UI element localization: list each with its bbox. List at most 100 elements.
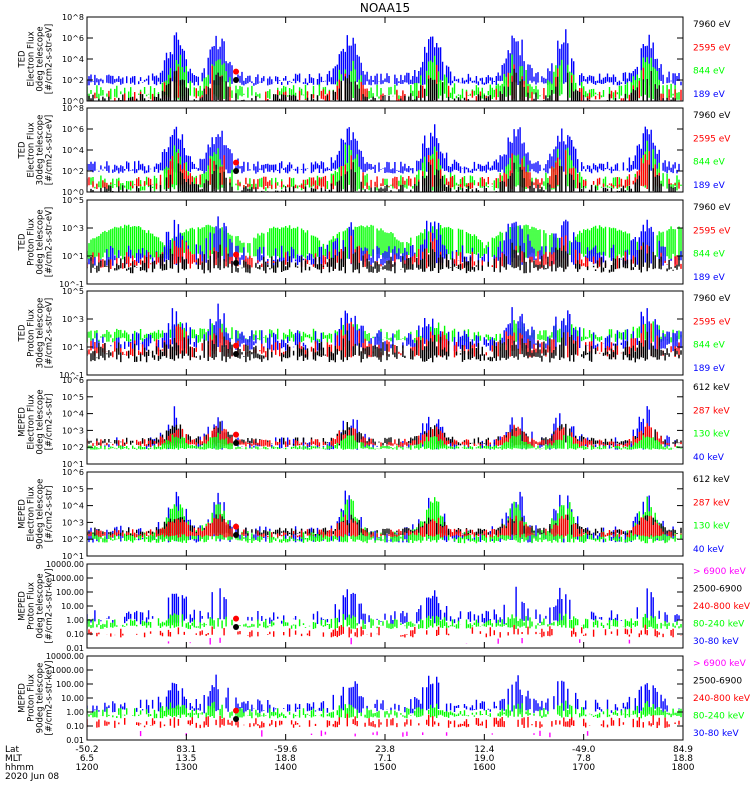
series-red-path: [87, 624, 682, 638]
legend-item: 2595 eV: [693, 134, 731, 144]
ylabel-line: 90deg telescope: [36, 479, 46, 550]
legend-item: 189 eV: [693, 364, 726, 374]
ytick-label: 0.01: [66, 644, 84, 653]
panel-7: 0.010.101.0010.00100.001000.0010000.00ME…: [18, 560, 750, 653]
pass-marker-black: [233, 532, 240, 538]
ytick-label: 10^0: [62, 97, 84, 106]
ytick-label: 10^4: [62, 502, 84, 511]
pass-marker-black: [233, 77, 240, 83]
panel-4-data: [87, 303, 682, 363]
footer-value: 12.4: [474, 745, 494, 755]
legend-item: 40 keV: [693, 453, 725, 463]
pass-marker-red: [233, 342, 240, 349]
legend-item: 189 eV: [693, 273, 726, 283]
pass-marker-red: [233, 707, 240, 714]
series-green-path: [87, 613, 682, 630]
pass-marker-black: [233, 168, 240, 174]
legend-item: 240-800 keV: [693, 602, 750, 612]
ylabel-line: 30deg telescope: [36, 115, 46, 186]
panel-3-data: [87, 216, 682, 274]
ylabel-line: 0deg telescope: [36, 389, 46, 454]
footer-date: 2020 Jun 08: [5, 772, 59, 782]
ytick-label: 10^1: [62, 252, 84, 261]
series-red: [87, 624, 682, 638]
footer-value: 18.8: [673, 754, 693, 764]
pass-marker-red: [233, 159, 240, 166]
legend-item: 612 keV: [693, 475, 730, 485]
pass-marker-red: [233, 251, 240, 258]
ytick-label: 10^5: [62, 485, 84, 494]
ytick-label: 10000.00: [46, 560, 84, 569]
series-black-path: [87, 330, 682, 363]
ytick-label: 10^5: [62, 287, 84, 296]
ytick-label: 10^6: [62, 34, 84, 43]
panel-5-ylabel: MEPED Electron Flux 0deg telescope [#/cm2-s…: [18, 389, 55, 454]
legend-item: 844 eV: [693, 341, 726, 351]
footer-row-label: MLT: [5, 754, 23, 764]
ytick-label: 10^5: [62, 196, 84, 205]
footer-value: 7.1: [378, 754, 392, 764]
ylabel-line: 0deg telescope: [36, 26, 46, 91]
ylabel-line: MEPED: [18, 499, 28, 529]
footer-value: -50.2: [75, 745, 98, 755]
ytick-label: 10^2: [62, 535, 84, 544]
pass-marker-black: [233, 624, 240, 630]
footer-value: 1300: [175, 763, 198, 773]
series-red-path: [88, 321, 680, 358]
legend-item: 7960 eV: [693, 111, 731, 121]
ytick-label: 10^2: [62, 167, 84, 176]
series-magenta-path: [139, 730, 589, 738]
series-red-path: [90, 64, 682, 101]
legend-item: > 6900 keV: [693, 567, 747, 577]
ylabel-line: Electron Flux: [27, 394, 37, 449]
ytick-label: 10^1: [62, 343, 84, 352]
series-blue: [87, 586, 680, 625]
footer-value: 18.8: [276, 754, 296, 764]
series-blue-path: [87, 674, 680, 714]
pass-marker-black: [233, 351, 240, 357]
ytick-label: 100.00: [56, 588, 84, 597]
series-blue: [87, 674, 680, 714]
legend-item: 130 keV: [693, 522, 730, 532]
panel-8-data: [87, 674, 682, 738]
series-red: [88, 321, 680, 358]
ylabel-line: [#/cm2-s-str-eV]: [45, 24, 55, 94]
panel-2-ylabel: TED Electron Flux 30deg telescope [#/cm2-s-…: [18, 115, 55, 186]
series-red-path: [87, 150, 680, 190]
footer-value: 1800: [672, 763, 695, 773]
pass-marker-red: [233, 431, 240, 438]
series-red: [87, 713, 680, 729]
series-black-path: [87, 242, 680, 274]
legend-item: 2595 eV: [693, 226, 731, 236]
footer-value: 1400: [274, 763, 297, 773]
panel-4: 10^-1 10^1 10^3 10^5 TED Proton Flux 30deg tel…: [18, 287, 732, 380]
ytick-label: 100.00: [56, 680, 84, 689]
ylabel-line: Proton Flux: [27, 309, 37, 357]
footer-value: 6.5: [80, 754, 94, 764]
panel-3: 10^-1 10^1 10^3 10^5 TED Proton Flux 0deg tele…: [18, 196, 732, 289]
footer-value: 83.1: [176, 745, 196, 755]
footer-row-label: Lat: [5, 745, 20, 755]
ylabel-line: [#/cm2-s-str-eV]: [45, 207, 55, 277]
legend-item: 7960 eV: [693, 203, 731, 213]
footer-value: 23.8: [375, 745, 395, 755]
ytick-label: 10.00: [61, 602, 84, 611]
chart-title: NOAA15: [360, 1, 410, 15]
footer-value: 13.5: [176, 754, 196, 764]
legend-item: > 6900 keV: [693, 659, 747, 669]
ytick-label: 1000.00: [51, 574, 84, 583]
series-green-path: [87, 432, 682, 450]
ylabel-line: 0deg telescope: [36, 209, 46, 274]
series-blue-path: [87, 29, 682, 86]
legend-item: 30-80 keV: [693, 637, 739, 647]
footer-value: 1200: [76, 763, 99, 773]
pass-marker-red: [233, 523, 240, 530]
pass-marker-black: [233, 716, 240, 722]
ylabel-line: [#/cm2-s-str-keV]: [45, 661, 55, 736]
footer-value: 19.0: [474, 754, 494, 764]
legend-item: 844 eV: [693, 250, 726, 260]
ylabel-line: 90deg telescope: [36, 663, 46, 734]
panel-5: 10^1 10^2 10^3 10^4 10^5 10^6 MEPED Electron Fl…: [18, 376, 731, 469]
series-green: [87, 700, 682, 719]
